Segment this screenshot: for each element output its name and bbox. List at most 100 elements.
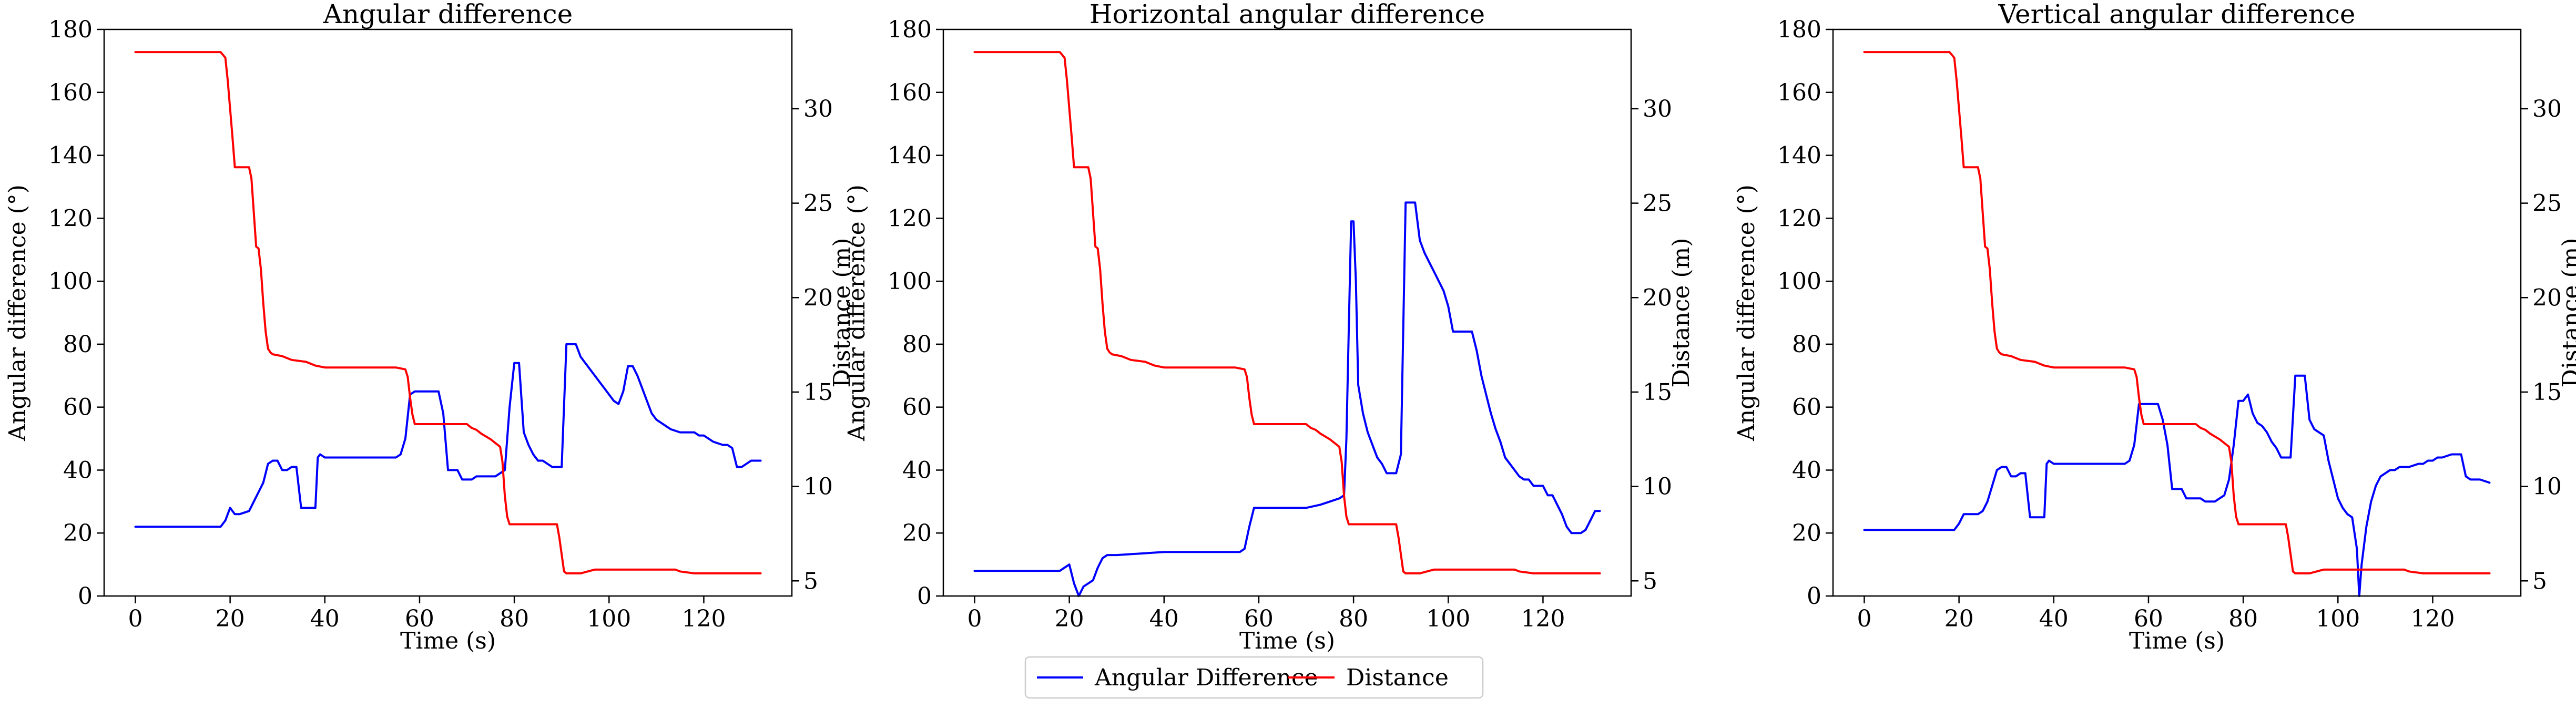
y2-tick-label: 10 xyxy=(2532,474,2562,500)
y-tick-label: 60 xyxy=(1792,394,1821,421)
y2-axis-label: Distance (m) xyxy=(829,238,856,388)
y-tick-label: 80 xyxy=(1792,331,1821,358)
y2-tick-label: 20 xyxy=(2532,284,2562,311)
y-tick-label: 100 xyxy=(48,268,93,295)
x-tick-label: 80 xyxy=(2228,605,2258,632)
series-group xyxy=(1863,51,2491,597)
y-tick-label: 80 xyxy=(902,331,932,358)
y-tick-label: 100 xyxy=(1777,268,1821,295)
x-tick-label: 40 xyxy=(2039,605,2069,632)
y-tick-label: 180 xyxy=(1777,16,1821,43)
chart-title: Horizontal angular difference xyxy=(1090,0,1485,29)
y-axis-label: Angular difference (°) xyxy=(4,184,31,441)
legend-label: Angular Difference xyxy=(1094,664,1318,691)
y-tick-label: 140 xyxy=(888,142,932,169)
x-tick-label: 100 xyxy=(2316,605,2360,632)
series-group xyxy=(134,51,762,574)
series-group xyxy=(973,51,1601,597)
y-axis-label: Angular difference (°) xyxy=(843,184,870,441)
x-tick-label: 60 xyxy=(2134,605,2163,632)
y-tick-label: 0 xyxy=(1807,583,1821,610)
chart-panel: 0 20 40 60 80 100 120 0 20 40 60 80 100 120 140 160 180 5… xyxy=(4,0,856,654)
x-tick-label: 100 xyxy=(1426,605,1470,632)
x-tick-label: 0 xyxy=(967,605,982,632)
y-tick-label: 20 xyxy=(1792,520,1821,547)
y-tick-label: 160 xyxy=(48,79,93,106)
y-tick-label: 20 xyxy=(63,520,93,547)
y2-tick-label: 5 xyxy=(803,568,818,594)
x-axis-label: Time (s) xyxy=(1239,628,1335,654)
x-tick-label: 20 xyxy=(216,605,245,632)
x-tick-label: 80 xyxy=(500,605,529,632)
y-tick-label: 140 xyxy=(1777,142,1821,169)
x-axis-label: Time (s) xyxy=(400,628,496,654)
x-tick-label: 0 xyxy=(1857,605,1871,632)
y2-tick-label: 10 xyxy=(1643,474,1672,500)
chart-panel: 0 20 40 60 80 100 120 0 20 40 60 80 100 120 140 160 180 5… xyxy=(843,0,1695,654)
y-tick-label: 40 xyxy=(1792,457,1821,484)
y2-tick-label: 15 xyxy=(803,379,833,406)
y-tick-label: 20 xyxy=(902,520,932,547)
series-line-distance xyxy=(134,51,762,574)
y-tick-label: 80 xyxy=(63,331,93,358)
y-tick-label: 120 xyxy=(48,205,93,232)
y-tick-label: 120 xyxy=(888,205,932,232)
x-tick-label: 20 xyxy=(1055,605,1084,632)
y2-axis-label: Distance (m) xyxy=(2558,238,2576,388)
y2-tick-label: 30 xyxy=(2532,96,2562,122)
x-tick-label: 60 xyxy=(1244,605,1274,632)
y2-tick-label: 25 xyxy=(803,190,833,217)
x-tick-label: 40 xyxy=(1149,605,1179,632)
legend: Angular Difference Distance xyxy=(1024,656,1484,699)
series-line-distance xyxy=(973,51,1601,574)
y-tick-label: 40 xyxy=(63,457,93,484)
y2-tick-label: 10 xyxy=(803,474,833,500)
chart-panels: 0 20 40 60 80 100 1200204060801001201401601805… xyxy=(4,0,2576,654)
x-tick-label: 120 xyxy=(2410,605,2455,632)
y2-tick-label: 25 xyxy=(1643,190,1672,217)
y-tick-label: 40 xyxy=(902,457,932,484)
y2-tick-label: 5 xyxy=(1643,568,1657,594)
series-line-distance xyxy=(1863,51,2491,574)
y2-tick-label: 25 xyxy=(2532,190,2562,217)
y-tick-label: 140 xyxy=(48,142,93,169)
x-tick-label: 20 xyxy=(1944,605,1974,632)
y2-tick-label: 5 xyxy=(2532,568,2547,594)
y2-tick-label: 15 xyxy=(2532,379,2562,406)
y-tick-label: 60 xyxy=(63,394,93,421)
y-tick-label: 0 xyxy=(78,583,93,610)
x-axis-label: Time (s) xyxy=(2129,628,2225,654)
plot-frame xyxy=(942,28,1632,597)
y2-axis-label: Distance (m) xyxy=(1668,238,1695,388)
x-tick-label: 0 xyxy=(128,605,142,632)
y-tick-label: 180 xyxy=(888,16,932,43)
y-axis-label: Angular difference (°) xyxy=(1733,184,1760,441)
chart-title: Vertical angular difference xyxy=(1998,0,2355,29)
legend-label: Distance xyxy=(1346,664,1449,691)
plot-frame xyxy=(1832,28,2522,597)
x-tick-label: 40 xyxy=(310,605,340,632)
x-tick-label: 60 xyxy=(405,605,434,632)
series-line-angular-difference xyxy=(973,201,1601,597)
plot-frame xyxy=(103,28,793,597)
y2-tick-label: 30 xyxy=(1643,96,1672,122)
y-tick-label: 100 xyxy=(888,268,932,295)
y2-tick-label: 20 xyxy=(803,284,833,311)
x-tick-label: 120 xyxy=(681,605,726,632)
y2-tick-label: 15 xyxy=(1643,379,1672,406)
x-tick-label: 120 xyxy=(1521,605,1565,632)
chart-panel: 0 20 40 60 80 100 120 0 20 40 60 80 100 120 140 160 180 5… xyxy=(1733,0,2576,654)
chart-title: Angular difference xyxy=(323,0,573,29)
legend-box xyxy=(1024,656,1484,699)
y-tick-label: 180 xyxy=(48,16,93,43)
series-line-angular-difference xyxy=(134,343,762,528)
x-tick-label: 100 xyxy=(587,605,631,632)
series-line-angular-difference xyxy=(1863,374,2491,597)
y-tick-label: 120 xyxy=(1777,205,1821,232)
x-tick-label: 80 xyxy=(1339,605,1368,632)
y-tick-label: 160 xyxy=(1777,79,1821,106)
y-tick-label: 160 xyxy=(888,79,932,106)
y-tick-label: 0 xyxy=(917,583,932,610)
